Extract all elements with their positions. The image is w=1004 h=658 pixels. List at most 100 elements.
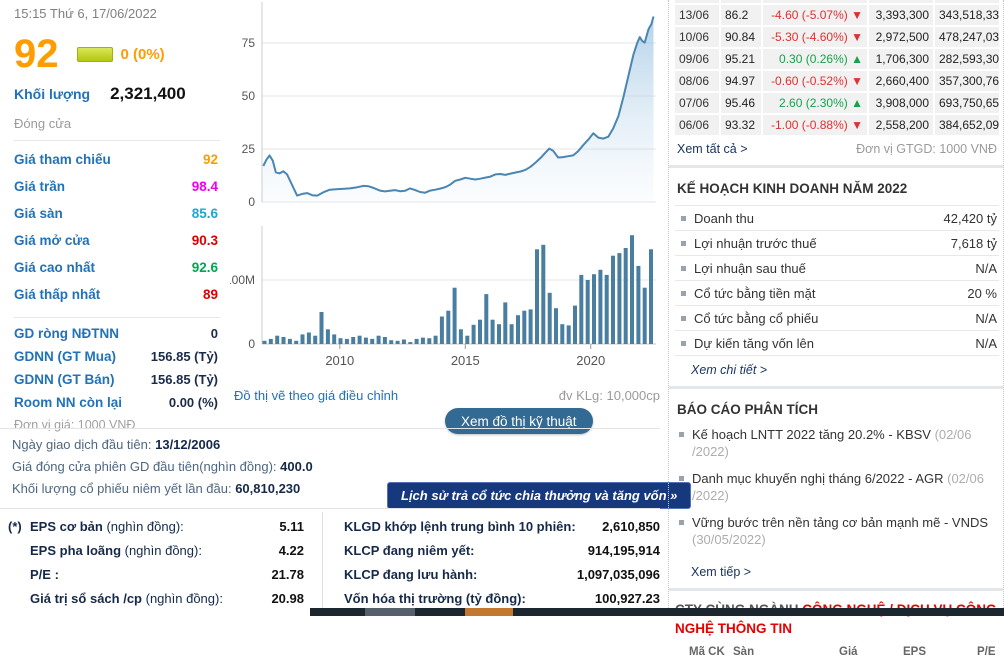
market-status: Đóng cửa — [14, 116, 72, 131]
analysis-report-item[interactable]: Kế hoạch LNTT 2022 tăng 20.2% - KBSV (02… — [675, 426, 999, 460]
toolbar-segment-active — [465, 608, 513, 616]
business-plan-row: Lợi nhuận sau thuế N/A — [675, 256, 999, 281]
business-plan-row: Cổ tức bằng tiền mặt 20 % — [675, 281, 999, 306]
trend-arrow-icon: ▼ — [851, 118, 863, 132]
history-table: 13/06 86.2 -4.60 (-5.07%) ▼ 3,393,300 34… — [675, 5, 999, 135]
trend-arrow-icon: ▼ — [851, 30, 863, 44]
stat-row: P/E : 21.78 — [30, 566, 304, 582]
svg-text:0: 0 — [248, 195, 255, 209]
view-more-link[interactable]: Xem tiếp > — [691, 565, 752, 579]
foreign-trade-value: 0.00 (%) — [168, 395, 218, 410]
history-table-row: 13/06 86.2 -4.60 (-5.07%) ▼ 3,393,300 34… — [675, 5, 999, 25]
related-companies-header: CTY CÙNG NGÀNH CÔNG NGHỆ / DỊCH VỤ CÔNG … — [675, 600, 999, 638]
trade-date: 09/06 — [675, 49, 719, 69]
trade-value: 384,652,090 — [935, 115, 999, 135]
volume-label: Khối lượng — [14, 86, 91, 102]
chart-panel: 0 25 50 75 0 100M 2010 2015 2020 Đồ thị vẽ theo… — [230, 0, 670, 445]
bullet-icon — [679, 476, 684, 481]
price-change-cell: -5.30 (-4.60%) ▼ — [763, 27, 867, 47]
trade-value: 343,518,330 — [935, 5, 999, 25]
listing-info-line: Ngày giao dịch đầu tiên: 13/12/2006 — [12, 437, 221, 452]
trend-arrow-icon: ▲ — [851, 52, 863, 66]
trade-value: 478,247,030 — [935, 27, 999, 47]
history-table-row: 09/06 95.21 0.30 (0.26%) ▲ 1,706,300 282… — [675, 49, 999, 69]
stat-row: Vốn hóa thị trường (tỷ đồng): 100,927.23 — [344, 590, 660, 606]
business-plan-list: Doanh thu 42,420 tỷ Lợi nhuận trước thuế… — [675, 205, 999, 356]
divider — [0, 428, 660, 429]
price-change-cell: 2.60 (2.30%) ▲ — [763, 93, 867, 113]
stat-row: KLGD khớp lệnh trung bình 10 phiên: 2,61… — [344, 518, 660, 534]
share-stats: KLGD khớp lệnh trung bình 10 phiên: 2,61… — [344, 514, 660, 610]
toolbar-segment — [365, 608, 415, 616]
price-info-label: Giá tham chiếu — [14, 152, 111, 167]
right-panel: 13/06 86.2 -4.60 (-5.07%) ▼ 3,393,300 34… — [668, 0, 1004, 658]
quote-datetime: 15:15 Thứ 6, 17/06/2022 — [14, 6, 157, 21]
trade-volume: 2,972,500 — [869, 27, 933, 47]
trade-value: 693,750,650 — [935, 93, 999, 113]
trend-arrow-icon: ▼ — [851, 74, 863, 88]
trade-volume: 2,660,400 — [869, 71, 933, 91]
history-table-row: 06/06 93.32 -1.00 (-0.88%) ▼ 2,558,200 3… — [675, 115, 999, 135]
technical-chart-button[interactable]: Xem đồ thị kỹ thuật — [445, 408, 593, 434]
price-change-cell: -1.00 (-0.88%) ▼ — [763, 115, 867, 135]
trade-date: 13/06 — [675, 5, 719, 25]
trade-date: 10/06 — [675, 27, 719, 47]
bullet-icon — [679, 432, 684, 437]
bullet-icon — [681, 215, 686, 221]
trend-arrow-icon: ▲ — [851, 96, 863, 110]
svg-text:100M: 100M — [230, 273, 255, 287]
trend-arrow-icon: ▼ — [851, 8, 863, 22]
dividend-history-button[interactable]: Lịch sử trả cổ tức chia thưởng và tăng v… — [387, 482, 692, 509]
chart-volume-unit-note: đv KLg: 10,000cp — [558, 388, 660, 403]
foreign-trade-label: GD ròng NĐTNN — [14, 326, 119, 341]
foreign-trade-label: GDNN (GT Bán) — [14, 372, 115, 387]
price-info-value: 89 — [202, 287, 218, 302]
analysis-reports-list: Kế hoạch LNTT 2022 tăng 20.2% - KBSV (02… — [675, 426, 999, 548]
analysis-report-item[interactable]: Danh mục khuyến nghị tháng 6/2022 - AGR … — [675, 470, 999, 504]
stat-row: EPS pha loãng (nghìn đồng): 4.22 — [30, 542, 304, 558]
close-price: 93.32 — [721, 115, 761, 135]
listing-info-line: Khối lượng cổ phiếu niêm yết lần đầu: 60… — [12, 481, 301, 496]
foreign-trade-value: 156.85 (Tỷ) — [150, 372, 218, 387]
stat-row: KLCP đang niêm yết: 914,195,914 — [344, 542, 660, 558]
divider — [669, 588, 1003, 591]
business-plan-row: Lợi nhuận trước thuế 7,618 tỷ — [675, 231, 999, 256]
view-detail-link[interactable]: Xem chi tiết > — [691, 363, 768, 377]
bullet-icon — [681, 340, 686, 346]
last-price: 92 — [14, 32, 59, 76]
price-info-row: Giá mở cửa 90.3 — [14, 227, 230, 254]
price-info-row: Giá cao nhất 92.6 — [14, 254, 230, 281]
foreign-trade-list: GD ròng NĐTNN 0 GDNN (GT Mua) 156.85 (Tỷ… — [14, 322, 230, 414]
close-price: 94.97 — [721, 71, 761, 91]
bullet-icon — [681, 290, 686, 296]
price-change: 0 (0%) — [120, 45, 165, 63]
listing-info: Ngày giao dịch đầu tiên: 13/12/2006 Giá … — [12, 434, 412, 500]
trade-date: 07/06 — [675, 93, 719, 113]
foreign-trade-value: 156.85 (Tỷ) — [150, 349, 218, 364]
svg-text:75: 75 — [242, 36, 256, 50]
trade-date: 06/06 — [675, 115, 719, 135]
svg-text:2010: 2010 — [325, 353, 354, 368]
volume-bar-chart: 0 100M 2010 2015 2020 — [230, 226, 656, 368]
trade-volume: 2,558,200 — [869, 115, 933, 135]
business-plan-title: KẾ HOẠCH KINH DOANH NĂM 2022 — [677, 181, 908, 196]
stat-row: KLCP đang lưu hành: 1,097,035,096 — [344, 566, 660, 582]
gtgd-unit-note: Đơn vị GTGD: 1000 VNĐ — [856, 142, 997, 156]
divider — [669, 386, 1003, 389]
divider — [669, 165, 1003, 168]
trade-volume: 3,908,000 — [869, 93, 933, 113]
price-info-label: Giá mở cửa — [14, 233, 90, 248]
business-plan-row: Cổ tức bằng cổ phiếu N/A — [675, 306, 999, 331]
price-unit-note: Đơn vị giá: 1000 VNĐ — [14, 418, 136, 432]
trade-value: 282,593,300 — [935, 49, 999, 69]
price-area-chart: 0 25 50 75 — [242, 2, 656, 209]
price-change-cell: 0.30 (0.26%) ▲ — [763, 49, 867, 69]
analysis-report-item[interactable]: Vững bước trên nền tảng cơ bản mạnh mẽ -… — [675, 514, 999, 548]
svg-text:25: 25 — [242, 142, 256, 156]
foreign-trade-label: GDNN (GT Mua) — [14, 349, 116, 364]
foreign-trade-label: Room NN còn lại — [14, 395, 123, 410]
foreign-trade-row: GDNN (GT Bán) 156.85 (Tỷ) — [14, 368, 230, 391]
price-info-row: Giá trần 98.4 — [14, 173, 230, 200]
foreign-trade-row: GDNN (GT Mua) 156.85 (Tỷ) — [14, 345, 230, 368]
view-all-link[interactable]: Xem tất cả > — [677, 142, 748, 156]
